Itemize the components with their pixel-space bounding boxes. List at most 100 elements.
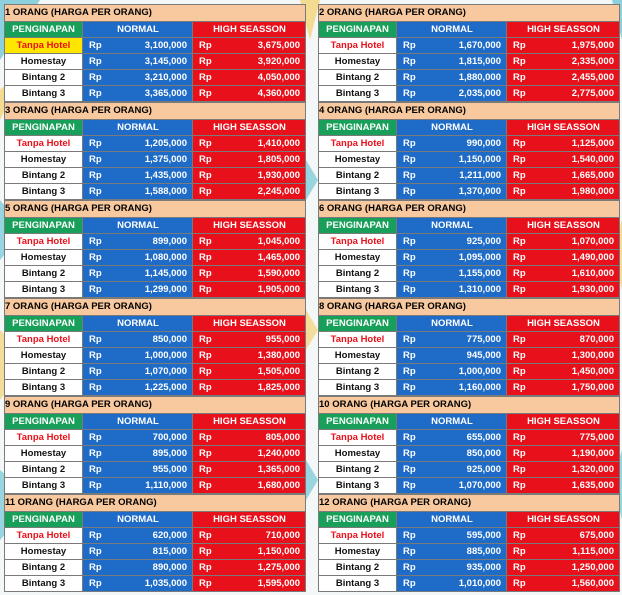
currency-label: Rp: [403, 252, 416, 263]
high-season-price: 1,070,000: [571, 236, 614, 247]
normal-price: 1,080,000: [144, 252, 187, 263]
high-season-price-cell: Rp 1,595,000: [193, 576, 305, 591]
table-row: Homestay Rp 895,000 Rp 1,240,000: [5, 445, 305, 461]
currency-label: Rp: [199, 366, 212, 377]
normal-price-cell: Rp 955,000: [83, 462, 193, 477]
accommodation-name: Homestay: [319, 250, 397, 265]
high-season-price-cell: Rp 2,245,000: [193, 184, 305, 199]
accommodation-name: Bintang 3: [5, 184, 83, 199]
currency-label: Rp: [403, 138, 416, 149]
high-season-price-cell: Rp 1,980,000: [507, 184, 619, 199]
currency-label: Rp: [513, 268, 526, 279]
table-header-row: PENGINAPAN NORMAL HIGH SEASSON: [319, 217, 619, 233]
currency-label: Rp: [403, 56, 416, 67]
table-row: Bintang 3 Rp 1,225,000 Rp 1,825,000: [5, 379, 305, 395]
high-season-price: 1,115,000: [572, 546, 614, 557]
accommodation-name: Bintang 3: [319, 282, 397, 297]
table-header-row: PENGINAPAN NORMAL HIGH SEASSON: [5, 21, 305, 37]
high-season-price-cell: Rp 1,190,000: [507, 446, 619, 461]
table-row: Tanpa Hotel Rp 775,000 Rp 870,000: [319, 331, 619, 347]
high-season-price-cell: Rp 1,560,000: [507, 576, 619, 591]
normal-price: 700,000: [152, 432, 187, 443]
table-header-row: PENGINAPAN NORMAL HIGH SEASSON: [319, 315, 619, 331]
normal-price-cell: Rp 1,205,000: [83, 136, 193, 151]
normal-price-cell: Rp 1,375,000: [83, 152, 193, 167]
table-row: Tanpa Hotel Rp 3,100,000 Rp 3,675,000: [5, 37, 305, 53]
normal-price-cell: Rp 1,145,000: [83, 266, 193, 281]
header-normal: NORMAL: [83, 218, 193, 233]
normal-price: 1,035,000: [144, 578, 187, 589]
high-season-price: 1,610,000: [571, 268, 614, 279]
header-high-season: HIGH SEASSON: [193, 120, 305, 135]
header-normal: NORMAL: [397, 512, 507, 527]
accommodation-name: Tanpa Hotel: [319, 38, 397, 53]
currency-label: Rp: [199, 464, 212, 475]
normal-price: 775,000: [466, 334, 501, 345]
currency-label: Rp: [89, 154, 102, 165]
high-season-price-cell: Rp 1,300,000: [507, 348, 619, 363]
currency-label: Rp: [403, 562, 416, 573]
table-row: Bintang 3 Rp 1,010,000 Rp 1,560,000: [319, 575, 619, 591]
normal-price-cell: Rp 895,000: [83, 446, 193, 461]
high-season-price: 4,050,000: [257, 72, 300, 83]
table-header-row: PENGINAPAN NORMAL HIGH SEASSON: [5, 217, 305, 233]
normal-price: 1,145,000: [144, 268, 187, 279]
price-table: 8 ORANG (HARGA PER ORANG) PENGINAPAN NOR…: [318, 298, 620, 396]
high-season-price: 870,000: [579, 334, 614, 345]
normal-price-cell: Rp 1,211,000: [397, 168, 507, 183]
high-season-price-cell: Rp 1,410,000: [193, 136, 305, 151]
accommodation-name: Bintang 2: [319, 70, 397, 85]
currency-label: Rp: [403, 72, 416, 83]
normal-price: 655,000: [466, 432, 501, 443]
high-season-price: 1,465,000: [257, 252, 300, 263]
normal-price-cell: Rp 3,100,000: [83, 38, 193, 53]
price-table: 10 ORANG (HARGA PER ORANG) PENGINAPAN NO…: [318, 396, 620, 494]
currency-label: Rp: [89, 562, 102, 573]
high-season-price: 710,000: [265, 530, 300, 541]
high-season-price: 1,125,000: [571, 138, 614, 149]
accommodation-name: Bintang 3: [5, 86, 83, 101]
currency-label: Rp: [403, 350, 416, 361]
table-row: Homestay Rp 850,000 Rp 1,190,000: [319, 445, 619, 461]
table-title: 5 ORANG (HARGA PER ORANG): [5, 201, 305, 217]
normal-price-cell: Rp 1,299,000: [83, 282, 193, 297]
header-high-season: HIGH SEASSON: [507, 316, 619, 331]
header-high-season: HIGH SEASSON: [193, 414, 305, 429]
accommodation-name: Bintang 3: [5, 576, 83, 591]
high-season-price: 1,930,000: [571, 284, 614, 295]
normal-price: 885,000: [466, 546, 501, 557]
normal-price-cell: Rp 899,000: [83, 234, 193, 249]
table-header-row: PENGINAPAN NORMAL HIGH SEASSON: [5, 119, 305, 135]
table-row: Homestay Rp 1,080,000 Rp 1,465,000: [5, 249, 305, 265]
header-high-season: HIGH SEASSON: [507, 120, 619, 135]
normal-price: 1,205,000: [144, 138, 187, 149]
normal-price: 1,435,000: [144, 170, 187, 181]
high-season-price-cell: Rp 1,365,000: [193, 462, 305, 477]
normal-price: 1,070,000: [144, 366, 187, 377]
currency-label: Rp: [513, 464, 526, 475]
header-normal: NORMAL: [83, 22, 193, 37]
high-season-price: 2,775,000: [571, 88, 614, 99]
accommodation-name: Homestay: [5, 446, 83, 461]
table-row: Bintang 2 Rp 1,070,000 Rp 1,505,000: [5, 363, 305, 379]
normal-price-cell: Rp 700,000: [83, 430, 193, 445]
normal-price-cell: Rp 1,070,000: [397, 478, 507, 493]
high-season-price-cell: Rp 2,775,000: [507, 86, 619, 101]
currency-label: Rp: [403, 268, 416, 279]
normal-price-cell: Rp 850,000: [83, 332, 193, 347]
normal-price-cell: Rp 1,010,000: [397, 576, 507, 591]
table-header-row: PENGINAPAN NORMAL HIGH SEASSON: [319, 119, 619, 135]
high-season-price-cell: Rp 1,045,000: [193, 234, 305, 249]
table-row: Homestay Rp 885,000 Rp 1,115,000: [319, 543, 619, 559]
high-season-price-cell: Rp 1,905,000: [193, 282, 305, 297]
normal-price-cell: Rp 1,225,000: [83, 380, 193, 395]
accommodation-name: Tanpa Hotel: [5, 332, 83, 347]
currency-label: Rp: [89, 382, 102, 393]
header-penginapan: PENGINAPAN: [5, 120, 83, 135]
accommodation-name: Bintang 3: [319, 86, 397, 101]
accommodation-name: Tanpa Hotel: [319, 136, 397, 151]
high-season-price-cell: Rp 1,380,000: [193, 348, 305, 363]
table-row: Homestay Rp 945,000 Rp 1,300,000: [319, 347, 619, 363]
currency-label: Rp: [199, 138, 212, 149]
currency-label: Rp: [513, 170, 526, 181]
